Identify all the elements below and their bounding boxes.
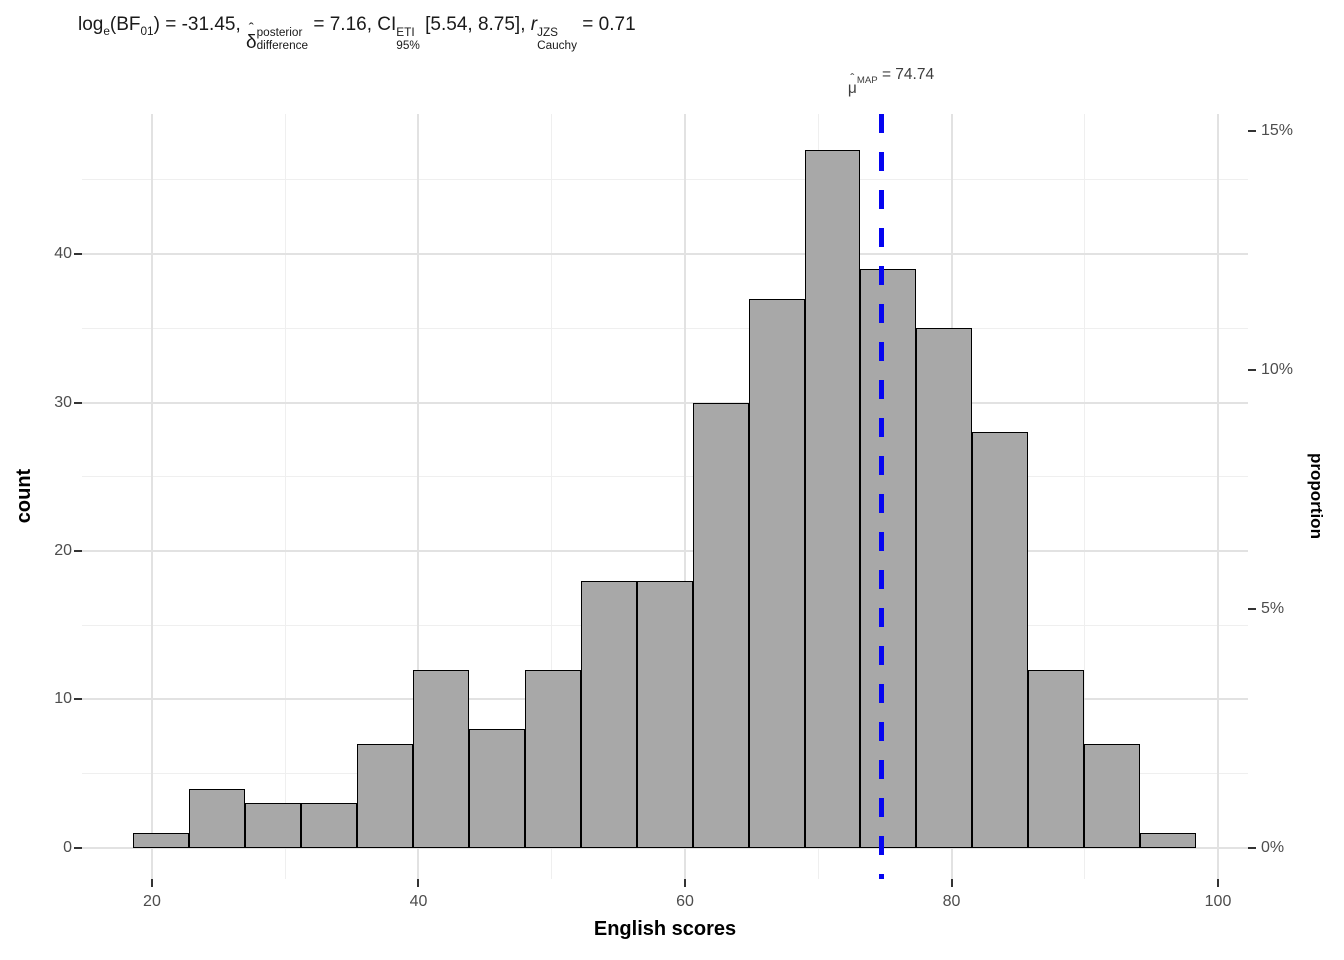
y-tick-label: 20 xyxy=(54,541,72,559)
histogram-bar xyxy=(524,669,581,848)
histogram-bar xyxy=(468,729,525,848)
gridline-x-minor xyxy=(1084,114,1086,879)
y2-tick-label: 15% xyxy=(1261,121,1294,139)
y2-tick-mark xyxy=(1248,607,1256,610)
x-tick-label: 80 xyxy=(942,893,961,910)
y-tick-mark xyxy=(74,549,82,552)
histogram-bar xyxy=(1084,744,1141,848)
histogram-bar xyxy=(1140,833,1197,848)
math-text: [5.54, 8.75], xyxy=(419,14,531,35)
x-tick-mark xyxy=(950,879,953,887)
histogram-bar xyxy=(860,268,917,848)
y-tick-mark xyxy=(74,698,82,701)
x-axis-title: English scores xyxy=(593,918,737,940)
histogram-bar xyxy=(244,803,301,848)
histogram-bar xyxy=(692,402,749,848)
histogram-bar xyxy=(804,150,861,848)
x-tick-label: 100 xyxy=(1204,893,1232,910)
y-tick-label: 10 xyxy=(54,690,72,708)
y-tick-mark xyxy=(74,846,82,849)
math-text: = 74.74 xyxy=(877,66,935,83)
y-tick-mark xyxy=(74,253,82,256)
y2-tick-label: 10% xyxy=(1261,360,1294,378)
math-sup-sub-stack: JZS Cauchy xyxy=(537,25,577,53)
y-tick-label: 0 xyxy=(63,838,72,856)
histogram-bar xyxy=(188,788,245,848)
gridline-x-major xyxy=(1217,114,1220,879)
histogram-bar xyxy=(300,803,357,848)
gridline-x-minor xyxy=(551,114,553,879)
histogram-bar xyxy=(748,298,805,848)
gridline-y-minor xyxy=(82,327,1248,329)
math-text: = 7.16, CI xyxy=(308,14,397,35)
x-tick-label: 60 xyxy=(676,893,694,910)
y2-tick-mark xyxy=(1248,129,1256,132)
y2-tick-label: 0% xyxy=(1261,838,1285,856)
x-tick-mark xyxy=(417,879,420,887)
x-tick-mark xyxy=(150,879,153,887)
math-sup-sub-stack: ETI 95% xyxy=(396,25,420,53)
gridline-x-major xyxy=(150,114,153,879)
math-sup-sub-stack: posterior difference xyxy=(256,25,309,53)
histogram-bar xyxy=(972,432,1029,848)
math-text: r xyxy=(530,14,538,35)
y2-tick-label: 5% xyxy=(1261,599,1285,617)
x-tick-mark xyxy=(683,879,686,887)
y-tick-label: 40 xyxy=(54,245,72,263)
gridline-x-minor xyxy=(284,114,286,879)
x-tick-label: 40 xyxy=(409,893,428,910)
y2-tick-mark xyxy=(1248,368,1256,371)
histogram-bar xyxy=(636,580,693,848)
math-subscript: e xyxy=(103,24,110,38)
gridline-y-major xyxy=(82,401,1248,404)
histogram-bar xyxy=(580,580,637,848)
y2-tick-mark xyxy=(1248,846,1256,849)
math-subscript: MAP xyxy=(856,75,878,87)
map-dashed-line xyxy=(878,114,884,879)
math-text: (BF xyxy=(109,14,141,35)
y-axis-title: count xyxy=(13,468,35,524)
y2-axis-title: proportion xyxy=(1307,453,1326,539)
histogram-bar xyxy=(356,744,413,848)
x-tick-label: 20 xyxy=(143,893,161,910)
gridline-x-major xyxy=(683,114,686,879)
histogram-bar xyxy=(1028,669,1085,848)
y-tick-label: 30 xyxy=(54,393,72,411)
histogram-bar xyxy=(412,669,469,848)
gridline-y-minor xyxy=(82,476,1248,478)
math-text: ) = -31.45, xyxy=(153,14,247,35)
histogram-bar xyxy=(132,833,189,848)
math-text: log xyxy=(78,14,104,35)
math-subscript: 01 xyxy=(140,24,154,38)
gridline-x-major xyxy=(417,114,420,879)
plot-panel xyxy=(82,114,1248,879)
gridline-y-major xyxy=(82,846,1248,849)
histogram-bar xyxy=(916,328,973,848)
gridline-y-major xyxy=(82,549,1248,552)
y-tick-mark xyxy=(74,401,82,404)
math-text: = 0.71 xyxy=(577,14,636,35)
map-estimate-label: ˆ μ MAP = 74.74 xyxy=(771,66,1011,96)
x-tick-mark xyxy=(1217,879,1220,887)
gridline-y-major xyxy=(82,253,1248,256)
gridline-y-minor xyxy=(82,179,1248,181)
chart-title: loge(BF01) = -31.45, ˆ δ posterior differen… xyxy=(78,14,636,53)
